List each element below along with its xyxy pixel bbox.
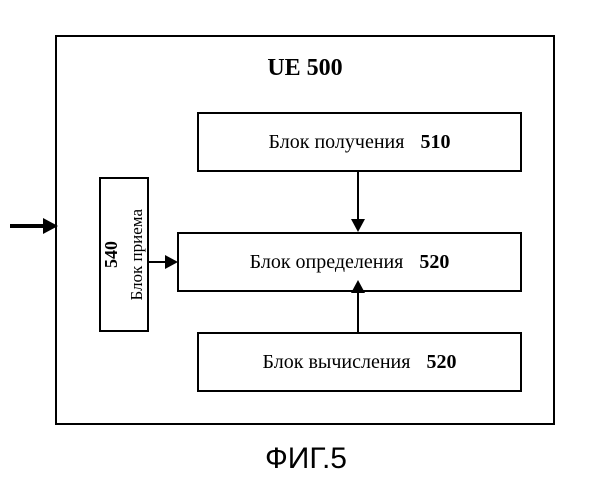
block-receive-label: Блок приема <box>128 209 147 300</box>
block-compute: Блок вычисления 520 <box>197 332 522 392</box>
block-determine-number: 520 <box>419 251 449 274</box>
figure-caption: ФИГ.5 <box>0 442 612 476</box>
block-receive-number: 540 <box>101 241 122 268</box>
ue-container: UE 500 Блок получения 510 Блок определен… <box>55 35 555 425</box>
block-determine: Блок определения 520 <box>177 232 522 292</box>
block-acquire-label: Блок получения <box>269 131 405 154</box>
block-compute-number: 520 <box>426 351 456 374</box>
arrow-external-to-receive <box>10 224 45 228</box>
block-acquire: Блок получения 510 <box>197 112 522 172</box>
arrow-acquire-to-determine <box>357 172 359 220</box>
arrow-receive-to-determine <box>149 261 167 263</box>
block-determine-label: Блок определения <box>250 251 404 274</box>
container-title: UE 500 <box>57 55 553 82</box>
block-acquire-number: 510 <box>420 131 450 154</box>
arrow-compute-to-determine <box>357 292 359 332</box>
block-receive: 540 Блок приема <box>99 177 149 332</box>
block-compute-label: Блок вычисления <box>263 351 411 374</box>
